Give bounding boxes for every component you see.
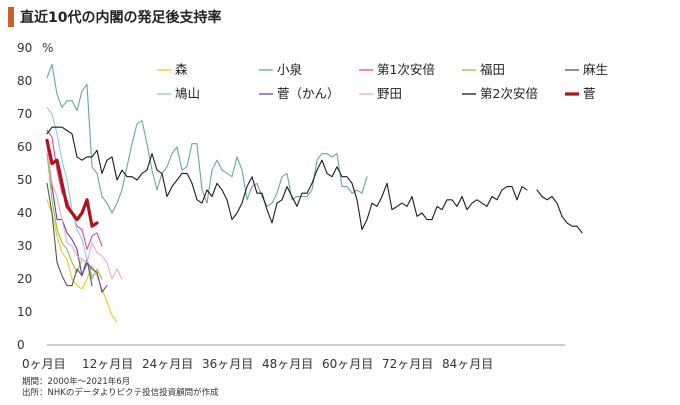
y-axis: 0 10 20 30 40 50 60 70 80 90%	[17, 41, 53, 352]
legend-label: 菅（かん）	[277, 86, 340, 101]
chart-title: 直近10代の内閣の発足後支持率	[20, 10, 222, 26]
footnote-period: 期間：2000年～2021年6月	[22, 377, 131, 387]
series-line	[46, 153, 103, 280]
legend-label: 野田	[377, 86, 402, 101]
series-line	[46, 146, 123, 280]
legend-label: 森	[175, 62, 188, 77]
y-tick-label: 0	[17, 338, 25, 352]
y-tick-label: 20	[17, 272, 32, 286]
legend-label: 第1次安倍	[377, 62, 435, 77]
title-accent-bar	[8, 7, 14, 27]
legend-label: 麻生	[583, 62, 608, 77]
legend-label: 福田	[480, 62, 505, 77]
series-line	[46, 126, 528, 231]
x-tick-label: 36ヶ月目	[202, 357, 253, 371]
series-line	[46, 199, 118, 323]
y-unit-label: %	[42, 41, 53, 55]
x-tick-label: 60ヶ月目	[322, 357, 373, 371]
y-tick-label: 50	[17, 173, 32, 187]
x-tick-label: 12ヶ月目	[82, 357, 133, 371]
legend-label: 菅	[583, 86, 596, 101]
y-tick-label: 10	[17, 305, 32, 319]
y-tick-label: 40	[17, 206, 32, 220]
y-tick-label: 30	[17, 239, 32, 253]
series-line	[536, 189, 583, 234]
series-layer	[45, 63, 583, 323]
y-tick-label: 60	[17, 140, 32, 154]
x-tick-label: 72ヶ月目	[382, 357, 433, 371]
legend-label: 第2次安倍	[480, 86, 538, 101]
x-tick-label: 84ヶ月目	[442, 357, 493, 371]
y-tick-label: 70	[17, 107, 32, 121]
footnote-source: 出所：NHKのデータよりピクテ投信投資顧問が作成	[22, 388, 219, 398]
legend-label: 鳩山	[175, 86, 200, 101]
series-line	[46, 143, 108, 293]
series-line	[46, 182, 93, 287]
x-tick-label: 24ヶ月目	[142, 357, 193, 371]
series-line	[45, 138, 99, 228]
x-axis: 0ヶ月目 12ヶ月目 24ヶ月目 36ヶ月目 48ヶ月目 60ヶ月目 72ヶ月目 84ヶ月目	[22, 344, 565, 371]
legend-label: 小泉	[277, 62, 303, 77]
x-tick-label: 48ヶ月目	[262, 357, 313, 371]
x-tick-label: 0ヶ月目	[22, 357, 66, 371]
footnotes: 期間：2000年～2021年6月 出所：NHKのデータよりピクテ投信投資顧問が作…	[22, 377, 219, 399]
y-tick-label: 90	[17, 41, 32, 55]
series-line	[46, 129, 103, 250]
y-tick-label: 80	[17, 74, 32, 88]
